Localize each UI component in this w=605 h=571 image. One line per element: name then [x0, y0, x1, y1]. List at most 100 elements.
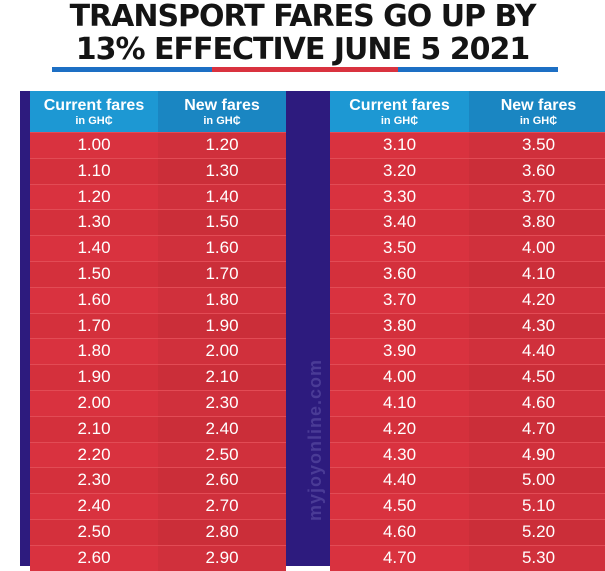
new-fare-cell: 1.90 [158, 313, 286, 339]
table-row: 3.70 4.20 [330, 286, 605, 313]
current-fare-cell: 4.30 [382, 444, 417, 464]
current-fare-cell: 3.80 [382, 315, 417, 335]
current-fare-cell: 3.60 [382, 263, 417, 283]
table-row: 4.70 5.30 [330, 544, 605, 571]
table-row: 4.60 5.20 [330, 518, 605, 545]
current-fare-cell: 3.40 [382, 212, 417, 232]
current-fare-cell: 1.40 [77, 238, 111, 258]
table-row: 3.30 3.70 [330, 183, 605, 210]
header-unit: in GH₵ [75, 114, 113, 127]
new-fare-cell: 3.60 [469, 158, 605, 184]
table-header: Current fares in GH₵ New fares in GH₵ [330, 91, 605, 132]
current-fare-cell: 1.20 [77, 186, 111, 206]
watermark: myjoyonline.com [305, 358, 325, 521]
table-row: 1.50 1.70 [30, 260, 286, 287]
header-label: Current fares [349, 96, 450, 114]
new-fare-cell: 4.50 [469, 365, 605, 390]
table-row: 4.00 4.50 [330, 364, 605, 390]
new-fare-cell: 5.30 [469, 545, 605, 571]
table-row: 3.20 3.60 [330, 157, 605, 184]
table-row: 3.80 4.30 [330, 312, 605, 339]
new-fare-cell: 2.90 [158, 545, 286, 571]
table-row: 2.40 2.70 [30, 493, 286, 519]
table-row: 1.00 1.20 [30, 132, 286, 158]
header-unit: in GH₵ [380, 114, 419, 127]
table-row: 2.00 2.30 [30, 389, 286, 416]
table-body: 1.00 1.20 1.10 1.30 1.20 1.40 1.30 1.50 1.40 1.60… [30, 132, 286, 571]
fares-table-left: Current fares in GH₵ New fares in GH₵ 1.… [30, 91, 286, 571]
current-fare-cell: 1.70 [77, 315, 111, 335]
current-fare-cell: 2.20 [77, 444, 111, 464]
current-fare-cell: 3.90 [382, 341, 417, 361]
current-fare-cell: 1.90 [77, 367, 111, 387]
table-body: 3.10 3.50 3.20 3.60 3.30 3.70 3.40 3.80 3.50 4.00… [330, 132, 605, 571]
current-fare-cell: 4.60 [382, 521, 417, 541]
table-row: 1.20 1.40 [30, 183, 286, 210]
current-fare-cell: 1.30 [77, 212, 111, 232]
underline-blue-right [398, 67, 558, 72]
table-row: 4.10 4.60 [330, 389, 605, 416]
table-row: 1.80 2.00 [30, 338, 286, 365]
new-fare-cell: 3.70 [469, 184, 605, 210]
new-fare-cell: 4.60 [469, 390, 605, 416]
underline-blue-left [52, 67, 212, 72]
table-row: 3.90 4.40 [330, 338, 605, 365]
header-label: Current fares [43, 96, 145, 114]
new-fare-cell: 2.60 [158, 468, 286, 494]
new-fare-cell: 4.10 [469, 261, 605, 287]
new-fare-cell: 4.30 [469, 313, 605, 339]
current-fare-cell: 1.10 [77, 160, 111, 180]
current-fare-cell: 1.50 [77, 263, 111, 283]
current-fare-cell: 3.70 [382, 289, 417, 309]
table-header: Current fares in GH₵ New fares in GH₵ [30, 91, 286, 132]
table-row: 2.30 2.60 [30, 467, 286, 494]
new-fare-cell: 2.40 [158, 416, 286, 442]
headline-line-2: 13% EFFECTIVE JUNE 5 2021 [75, 32, 530, 67]
new-fare-cell: 4.70 [469, 416, 605, 442]
new-fare-cell: 1.40 [158, 184, 286, 210]
new-fare-cell: 4.90 [469, 442, 605, 468]
table-row: 1.30 1.50 [30, 209, 286, 236]
new-fare-cell: 2.50 [158, 442, 286, 468]
current-fare-cell: 4.50 [382, 496, 417, 516]
headline-line-1: TRANSPORT FARES GO UP BY [69, 0, 537, 34]
table-row: 1.10 1.30 [30, 157, 286, 184]
current-fare-cell: 1.60 [77, 289, 111, 309]
new-fare-cell: 5.10 [469, 494, 605, 519]
table-row: 2.60 2.90 [30, 544, 286, 571]
new-fare-cell: 4.20 [469, 287, 605, 313]
new-fare-cell: 1.50 [158, 210, 286, 236]
table-row: 2.10 2.40 [30, 415, 286, 442]
header-new-fares: New fares in GH₵ [158, 91, 286, 132]
new-fare-cell: 1.70 [158, 261, 286, 287]
current-fare-cell: 2.30 [77, 470, 111, 490]
current-fare-cell: 3.20 [382, 160, 417, 180]
header-unit: in GH₵ [203, 114, 241, 127]
table-row: 1.70 1.90 [30, 312, 286, 339]
new-fare-cell: 3.80 [469, 210, 605, 236]
header-current-fares: Current fares in GH₵ [330, 91, 469, 132]
current-fare-cell: 2.40 [77, 496, 111, 516]
current-fare-cell: 1.00 [77, 135, 111, 154]
new-fare-cell: 1.20 [158, 133, 286, 158]
current-fare-cell: 4.20 [382, 418, 417, 438]
table-row: 4.30 4.90 [330, 441, 605, 468]
new-fare-cell: 2.70 [158, 494, 286, 519]
headline: TRANSPORT FARES GO UP BY 13% EFFECTIVE J… [0, 0, 605, 66]
fares-panel: Current fares in GH₵ New fares in GH₵ 1.… [20, 91, 605, 571]
current-fare-cell: 4.40 [382, 470, 417, 490]
new-fare-cell: 1.60 [158, 236, 286, 261]
table-row: 2.20 2.50 [30, 441, 286, 468]
current-fare-cell: 3.30 [382, 186, 417, 206]
new-fare-cell: 1.30 [158, 158, 286, 184]
current-fare-cell: 4.10 [382, 392, 417, 412]
header-new-fares: New fares in GH₵ [469, 91, 605, 132]
table-row: 1.90 2.10 [30, 364, 286, 390]
table-row: 4.20 4.70 [330, 415, 605, 442]
new-fare-cell: 2.10 [158, 365, 286, 390]
new-fare-cell: 2.30 [158, 390, 286, 416]
new-fare-cell: 4.40 [469, 339, 605, 365]
table-row: 4.50 5.10 [330, 493, 605, 519]
current-fare-cell: 2.10 [77, 418, 111, 438]
table-row: 3.50 4.00 [330, 235, 605, 261]
